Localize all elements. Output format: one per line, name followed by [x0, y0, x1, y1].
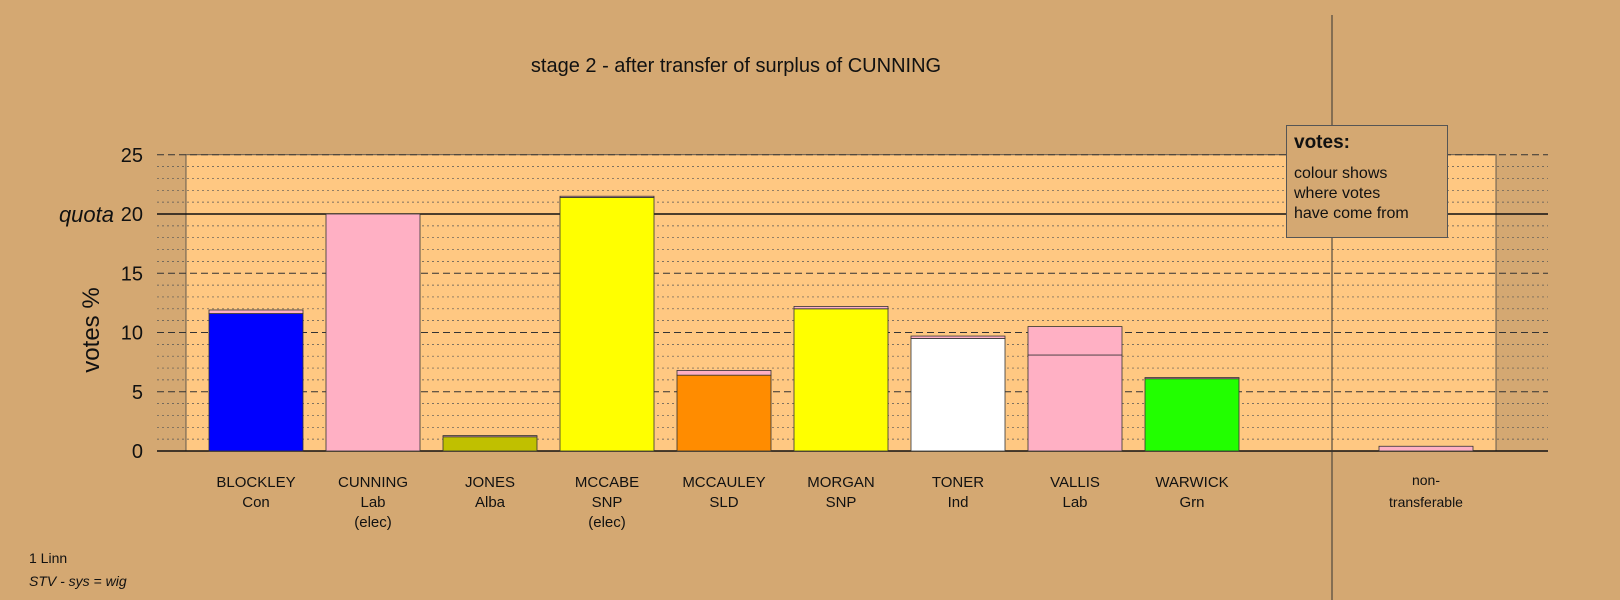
bar-morgan-segment-2 [793, 306, 889, 310]
bar-vallis-segment-2 [1027, 326, 1123, 356]
x-label-name: VALLIS [1050, 474, 1100, 491]
y-tick-label: 5 [132, 382, 143, 404]
x-label-name: JONES [465, 474, 515, 491]
x-label-party: SNP [592, 494, 623, 511]
y-tick-label: 20 [121, 204, 143, 226]
legend-line-1: colour shows [1294, 165, 1388, 182]
bar-cunning-segment-1 [325, 213, 421, 452]
bar-warwick-segment-2 [1144, 377, 1240, 380]
x-label-name: MCCAULEY [682, 474, 765, 491]
bar-mccauley-segment-1 [676, 374, 772, 452]
bar-morgan-segment-1 [793, 308, 889, 452]
bar-blockley-segment-2 [208, 309, 304, 314]
x-label-status: (elec) [588, 514, 626, 531]
x-label-party: Ind [948, 494, 969, 511]
x-label-party: Lab [360, 494, 385, 511]
legend-line-3: have come from [1294, 205, 1409, 222]
bar-mccabe-segment-2 [559, 195, 655, 198]
x-label-party: Lab [1062, 494, 1087, 511]
legend-title: votes: [1294, 132, 1350, 153]
x-label-name: MCCABE [575, 474, 639, 491]
bar-vallis-segment-1 [1027, 354, 1123, 452]
x-label-name: BLOCKLEY [216, 474, 295, 491]
x-label-status: (elec) [354, 514, 392, 531]
bar-blockley-segment-1 [208, 313, 304, 452]
bar-toner-segment-2 [910, 335, 1006, 339]
x-label-party: SLD [709, 494, 738, 511]
x-label-nontransferable-2: transferable [1389, 494, 1463, 510]
x-label-party: Con [242, 494, 270, 511]
x-label-party: Alba [475, 494, 506, 511]
y-tick-label: 0 [132, 441, 143, 463]
y-tick-label: 25 [121, 145, 143, 167]
x-label-party: SNP [826, 494, 857, 511]
quota-label: quota [59, 202, 114, 227]
x-label-name: MORGAN [807, 474, 875, 491]
y-tick-label: 15 [121, 263, 143, 285]
bar-warwick-segment-1 [1144, 378, 1240, 452]
legend-box: votes: colour shows where votes have com… [1286, 125, 1448, 238]
bar-toner-segment-1 [910, 338, 1006, 452]
chart-title: stage 2 - after transfer of surplus of C… [531, 55, 941, 77]
x-label-nontransferable-1: non- [1412, 472, 1440, 488]
footer-system: STV - sys = wig [29, 573, 127, 589]
bar-jones-segment-1 [442, 436, 538, 452]
x-label-name: CUNNING [338, 474, 408, 491]
bar-jones-segment-2 [442, 435, 538, 438]
x-label-name: WARWICK [1155, 474, 1228, 491]
legend-line-2: where votes [1294, 185, 1381, 202]
footer-ward: 1 Linn [29, 550, 68, 566]
x-label-party: Grn [1179, 494, 1204, 511]
y-axis-label: votes % [78, 287, 105, 372]
bar-mccabe-segment-1 [559, 197, 655, 452]
bar-nontransferable [1378, 445, 1474, 452]
x-label-name: TONER [932, 474, 984, 491]
y-tick-label: 10 [121, 323, 143, 345]
bar-mccauley-segment-2 [676, 370, 772, 376]
